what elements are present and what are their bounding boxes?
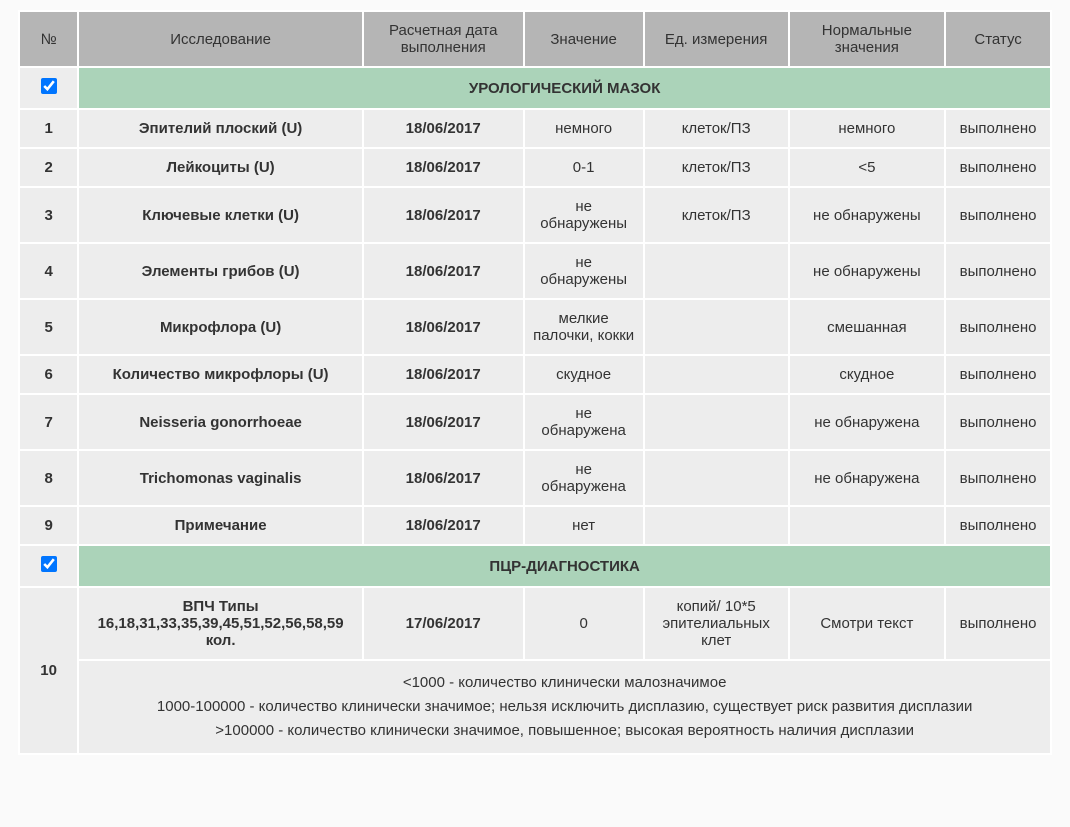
row-status: выполнено — [946, 356, 1050, 393]
row-num: 4 — [20, 244, 77, 298]
row-num: 3 — [20, 188, 77, 242]
row-date: 17/06/2017 — [364, 588, 523, 659]
header-date: Расчетная дата выполнения — [364, 12, 523, 66]
row-value: не обнаружены — [525, 244, 643, 298]
table-row: 3Ключевые клетки (U)18/06/2017не обнаруж… — [20, 188, 1050, 242]
table-row: 4Элементы грибов (U)18/06/2017не обнаруж… — [20, 244, 1050, 298]
row-status: выполнено — [946, 588, 1050, 659]
row-unit: клеток/ПЗ — [645, 188, 788, 242]
section-checkbox-cell — [20, 546, 77, 586]
lab-results-table: № Исследование Расчетная дата выполнения… — [18, 10, 1052, 755]
row-value: скудное — [525, 356, 643, 393]
row-status: выполнено — [946, 451, 1050, 505]
row-status: выполнено — [946, 188, 1050, 242]
row-value: 0-1 — [525, 149, 643, 186]
row-unit: копий/ 10*5 эпителиальных клет — [645, 588, 788, 659]
row-value: не обнаружена — [525, 395, 643, 449]
row-value: 0 — [525, 588, 643, 659]
row-date: 18/06/2017 — [364, 451, 523, 505]
row-unit: клеток/ПЗ — [645, 110, 788, 147]
row-norm — [790, 507, 945, 544]
row-value: немного — [525, 110, 643, 147]
header-row: № Исследование Расчетная дата выполнения… — [20, 12, 1050, 66]
row-num: 5 — [20, 300, 77, 354]
row-test: Количество микрофлоры (U) — [79, 356, 362, 393]
table-row: 7Neisseria gonorrhoeae18/06/2017не обнар… — [20, 395, 1050, 449]
header-num: № — [20, 12, 77, 66]
row-test: Neisseria gonorrhoeae — [79, 395, 362, 449]
row-date: 18/06/2017 — [364, 356, 523, 393]
row-status: выполнено — [946, 507, 1050, 544]
row-num: 2 — [20, 149, 77, 186]
row-unit — [645, 244, 788, 298]
row-norm: Смотри текст — [790, 588, 945, 659]
section-row: УРОЛОГИЧЕСКИЙ МАЗОК — [20, 68, 1050, 108]
row-norm: не обнаружены — [790, 188, 945, 242]
header-value: Значение — [525, 12, 643, 66]
table-row: 1Эпителий плоский (U)18/06/2017немногокл… — [20, 110, 1050, 147]
table-row: 8Trichomonas vaginalis18/06/2017не обнар… — [20, 451, 1050, 505]
row-num: 10 — [20, 588, 77, 753]
row-status: выполнено — [946, 110, 1050, 147]
row-value: мелкие палочки, кокки — [525, 300, 643, 354]
header-test: Исследование — [79, 12, 362, 66]
row-test: Лейкоциты (U) — [79, 149, 362, 186]
table-row: 6Количество микрофлоры (U)18/06/2017скуд… — [20, 356, 1050, 393]
row-num: 1 — [20, 110, 77, 147]
header-status: Статус — [946, 12, 1050, 66]
row-date: 18/06/2017 — [364, 244, 523, 298]
section-checkbox-cell — [20, 68, 77, 108]
row-test: ВПЧ Типы 16,18,31,33,35,39,45,51,52,56,5… — [79, 588, 362, 659]
section-title: ПЦР-ДИАГНОСТИКА — [79, 546, 1050, 586]
row-num: 8 — [20, 451, 77, 505]
row-date: 18/06/2017 — [364, 149, 523, 186]
row-date: 18/06/2017 — [364, 507, 523, 544]
table-row: 10ВПЧ Типы 16,18,31,33,35,39,45,51,52,56… — [20, 588, 1050, 659]
row-date: 18/06/2017 — [364, 395, 523, 449]
section-title: УРОЛОГИЧЕСКИЙ МАЗОК — [79, 68, 1050, 108]
table-row: 9Примечание18/06/2017нет выполнено — [20, 507, 1050, 544]
row-test: Ключевые клетки (U) — [79, 188, 362, 242]
row-test: Элементы грибов (U) — [79, 244, 362, 298]
row-unit — [645, 507, 788, 544]
row-value: не обнаружена — [525, 451, 643, 505]
row-test: Эпителий плоский (U) — [79, 110, 362, 147]
row-norm: скудное — [790, 356, 945, 393]
row-num: 9 — [20, 507, 77, 544]
row-unit — [645, 395, 788, 449]
row-unit — [645, 300, 788, 354]
row-date: 18/06/2017 — [364, 110, 523, 147]
row-unit — [645, 451, 788, 505]
table-row: 2Лейкоциты (U)18/06/20170-1клеток/ПЗ<5вы… — [20, 149, 1050, 186]
row-date: 18/06/2017 — [364, 188, 523, 242]
row-norm: <5 — [790, 149, 945, 186]
row-value: не обнаружены — [525, 188, 643, 242]
row-test: Примечание — [79, 507, 362, 544]
row-test: Trichomonas vaginalis — [79, 451, 362, 505]
row-norm: смешанная — [790, 300, 945, 354]
section-checkbox[interactable] — [41, 556, 57, 572]
row-unit — [645, 356, 788, 393]
row-test: Микрофлора (U) — [79, 300, 362, 354]
header-norm: Нормальные значения — [790, 12, 945, 66]
row-unit: клеток/ПЗ — [645, 149, 788, 186]
row-norm: немного — [790, 110, 945, 147]
header-unit: Ед. измерения — [645, 12, 788, 66]
row-norm: не обнаружена — [790, 451, 945, 505]
row-status: выполнено — [946, 244, 1050, 298]
table-row: 5Микрофлора (U)18/06/2017мелкие палочки,… — [20, 300, 1050, 354]
row-norm: не обнаружена — [790, 395, 945, 449]
row-note: <1000 - количество клинически малозначим… — [79, 661, 1050, 753]
row-date: 18/06/2017 — [364, 300, 523, 354]
section-row: ПЦР-ДИАГНОСТИКА — [20, 546, 1050, 586]
row-status: выполнено — [946, 395, 1050, 449]
row-value: нет — [525, 507, 643, 544]
section-checkbox[interactable] — [41, 78, 57, 94]
row-norm: не обнаружены — [790, 244, 945, 298]
row-status: выполнено — [946, 149, 1050, 186]
row-num: 6 — [20, 356, 77, 393]
row-num: 7 — [20, 395, 77, 449]
row-status: выполнено — [946, 300, 1050, 354]
table-row-note: <1000 - количество клинически малозначим… — [20, 661, 1050, 753]
